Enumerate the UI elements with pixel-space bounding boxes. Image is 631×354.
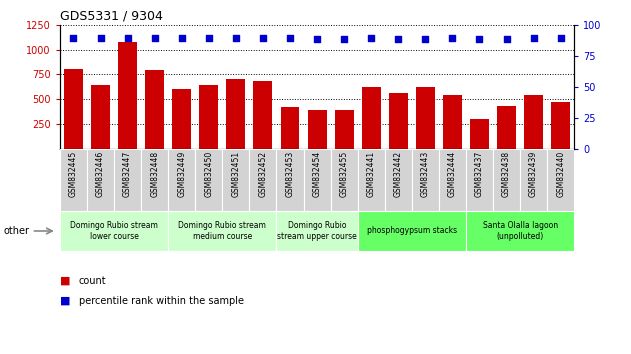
Text: GSM832447: GSM832447 <box>123 150 132 197</box>
Bar <box>145 70 164 149</box>
Text: ■: ■ <box>60 276 71 286</box>
Point <box>366 35 376 40</box>
Bar <box>222 149 249 211</box>
Bar <box>249 149 276 211</box>
Text: GDS5331 / 9304: GDS5331 / 9304 <box>60 9 163 22</box>
Bar <box>118 42 137 149</box>
Bar <box>199 85 218 149</box>
Point <box>420 36 430 41</box>
Bar <box>389 93 408 149</box>
Bar <box>470 119 489 149</box>
Text: Domingo Rubio stream
medium course: Domingo Rubio stream medium course <box>179 221 266 241</box>
Text: Domingo Rubio
stream upper course: Domingo Rubio stream upper course <box>277 221 357 241</box>
Text: GSM832441: GSM832441 <box>367 150 375 197</box>
Point <box>556 35 566 40</box>
Bar <box>334 110 353 149</box>
Text: GSM832449: GSM832449 <box>177 150 186 197</box>
Bar <box>493 149 520 211</box>
Bar <box>168 149 195 211</box>
Bar <box>497 106 516 149</box>
Bar <box>141 149 168 211</box>
Text: GSM832442: GSM832442 <box>394 150 403 197</box>
Bar <box>304 149 331 211</box>
Bar <box>307 110 327 149</box>
Bar <box>416 87 435 149</box>
Bar <box>281 107 300 149</box>
Text: Santa Olalla lagoon
(unpolluted): Santa Olalla lagoon (unpolluted) <box>483 221 558 241</box>
Point <box>177 35 187 40</box>
Text: GSM832451: GSM832451 <box>232 150 240 197</box>
Bar <box>466 149 493 211</box>
Text: GSM832453: GSM832453 <box>285 150 295 197</box>
Bar <box>385 149 412 211</box>
Text: GSM832450: GSM832450 <box>204 150 213 197</box>
Text: percentile rank within the sample: percentile rank within the sample <box>79 296 244 306</box>
Bar <box>443 95 462 149</box>
Text: GSM832444: GSM832444 <box>448 150 457 197</box>
Bar <box>114 149 141 211</box>
Point <box>393 36 403 41</box>
Bar <box>87 149 114 211</box>
Bar <box>524 95 543 149</box>
Text: ■: ■ <box>60 296 71 306</box>
Bar <box>439 149 466 211</box>
Text: GSM832455: GSM832455 <box>339 150 349 197</box>
Text: GSM832443: GSM832443 <box>421 150 430 197</box>
Bar <box>412 149 439 211</box>
Bar <box>195 149 222 211</box>
Point <box>475 36 485 41</box>
Bar <box>358 211 466 251</box>
Bar <box>466 211 574 251</box>
Bar <box>254 81 273 149</box>
Text: GSM832440: GSM832440 <box>556 150 565 197</box>
Text: GSM832452: GSM832452 <box>259 150 268 197</box>
Text: other: other <box>3 226 29 236</box>
Text: GSM832448: GSM832448 <box>150 150 159 197</box>
Bar <box>547 149 574 211</box>
Point <box>339 36 349 41</box>
Text: GSM832438: GSM832438 <box>502 150 511 197</box>
Bar <box>64 69 83 149</box>
Text: GSM832439: GSM832439 <box>529 150 538 197</box>
Point <box>68 35 78 40</box>
Text: GSM832454: GSM832454 <box>312 150 322 197</box>
Bar <box>331 149 358 211</box>
Bar <box>60 149 87 211</box>
Bar <box>172 89 191 149</box>
Bar <box>91 85 110 149</box>
Point <box>122 35 133 40</box>
Bar <box>362 87 380 149</box>
Text: count: count <box>79 276 107 286</box>
Point <box>285 35 295 40</box>
Point <box>231 35 241 40</box>
Point <box>95 35 105 40</box>
Bar <box>520 149 547 211</box>
Bar <box>276 211 358 251</box>
Text: Domingo Rubio stream
lower course: Domingo Rubio stream lower course <box>70 221 158 241</box>
Bar <box>60 211 168 251</box>
Point <box>258 35 268 40</box>
Bar <box>276 149 304 211</box>
Bar <box>227 79 245 149</box>
Bar <box>168 211 276 251</box>
Point <box>529 35 539 40</box>
Text: GSM832446: GSM832446 <box>96 150 105 197</box>
Point <box>312 36 322 41</box>
Text: GSM832445: GSM832445 <box>69 150 78 197</box>
Point <box>447 35 457 40</box>
Bar <box>358 149 385 211</box>
Point <box>204 35 214 40</box>
Point <box>150 35 160 40</box>
Text: GSM832437: GSM832437 <box>475 150 484 197</box>
Bar <box>551 102 570 149</box>
Text: phosphogypsum stacks: phosphogypsum stacks <box>367 227 457 235</box>
Point <box>502 36 512 41</box>
